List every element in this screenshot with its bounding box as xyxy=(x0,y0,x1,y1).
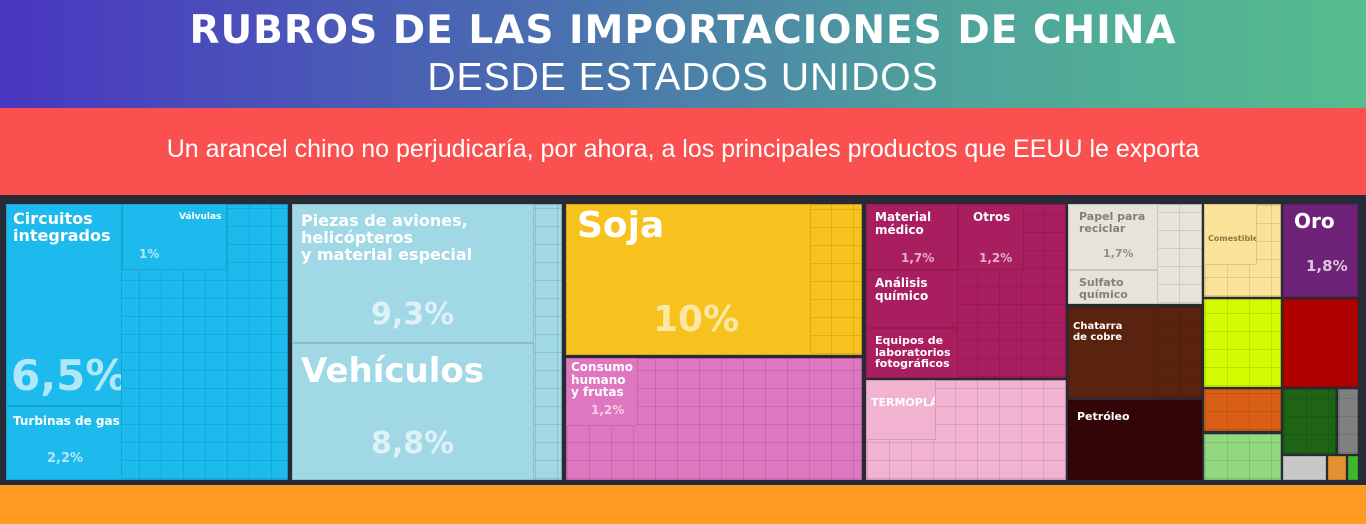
tile-15: Chatarra de cobre xyxy=(1068,307,1158,398)
tile-11: Equipos de laboratorios fotográficos xyxy=(866,328,958,378)
tile-value: 1% xyxy=(139,247,160,261)
tile-5: Vehículos 8,8% xyxy=(292,343,534,480)
tile-value: 1,7% xyxy=(901,251,935,265)
tile-group-pink xyxy=(566,358,862,480)
tile-darkgreen xyxy=(1283,389,1336,454)
tile-14: Sulfato químico xyxy=(1068,270,1158,304)
tile-label: Papel para reciclar xyxy=(1079,210,1146,235)
tile-label: Material médico xyxy=(875,210,932,237)
header-banner: RUBROS DE LAS IMPORTACIONES DE CHINA DES… xyxy=(0,0,1366,108)
tile-label: Consumo humano y frutas xyxy=(571,360,634,400)
tile-label: Análisis químico xyxy=(875,276,929,303)
tile-9: Otros 1,2% xyxy=(958,204,1024,270)
tile-gray xyxy=(1338,389,1358,454)
tile-smallgreen xyxy=(1348,456,1358,480)
tile-value: 10% xyxy=(653,299,740,340)
tile-label: Circuitos integrados xyxy=(13,209,111,245)
tile-value: 1,2% xyxy=(591,403,625,417)
tile-3: Turbinas de gas 2,2% xyxy=(6,406,122,480)
tile-label: TERMOPLÁSTICO xyxy=(871,396,935,409)
tile-label: Válvulas xyxy=(179,212,222,222)
tile-value: 8,8% xyxy=(371,426,455,461)
tile-smallorange xyxy=(1328,456,1346,480)
tile-18: Oro 1,8% xyxy=(1283,204,1358,297)
title-line1: RUBROS DE LAS IMPORTACIONES DE CHINA xyxy=(189,8,1177,53)
tile-value: 6,5% xyxy=(11,351,122,400)
tile-16: Petróleo xyxy=(1068,400,1202,480)
tile-value: 1,8% xyxy=(1306,257,1348,275)
tile-label: Comestibles xyxy=(1208,234,1256,243)
tile-label: Turbinas de gas xyxy=(13,414,120,428)
tile-value: 2,2% xyxy=(47,451,84,466)
tile-lime xyxy=(1204,299,1281,387)
tile-label: Chatarra de cobre xyxy=(1073,321,1123,343)
tile-value: 1,2% xyxy=(979,251,1013,265)
tile-6: Soja 10% xyxy=(566,204,811,355)
tile-label: Sulfato químico xyxy=(1079,276,1128,301)
tile-10: Análisis químico xyxy=(866,270,958,328)
tile-value: 1,7% xyxy=(1103,247,1134,260)
tile-label: Vehículos xyxy=(301,351,484,391)
tile-lightgray xyxy=(1283,456,1326,480)
tile-label: Soja xyxy=(577,205,665,246)
tile-1: Circuitos integrados 6,5% xyxy=(6,204,122,406)
tile-label: Otros xyxy=(973,210,1011,224)
tile-lightgreen xyxy=(1204,434,1281,480)
tile-2: Válvulas 1% xyxy=(122,204,227,270)
footer-band xyxy=(0,485,1366,524)
subtitle: Un arancel chino no perjudicaría, por ah… xyxy=(0,108,1366,195)
treemap: Circuitos integrados 6,5% Válvulas 1% Turbin… xyxy=(0,195,1366,485)
title-line2: DESDE ESTADOS UNIDOS xyxy=(427,56,939,99)
tile-4: Piezas de aviones, helicópteros y materi… xyxy=(292,204,534,343)
tile-label: Piezas de aviones, helicópteros y materi… xyxy=(301,211,473,264)
tile-orange xyxy=(1204,389,1281,431)
tile-label: Oro xyxy=(1294,209,1335,233)
tile-13: Papel para reciclar 1,7% xyxy=(1068,204,1158,270)
tile-8: Material médico 1,7% xyxy=(866,204,958,270)
tile-value: 9,3% xyxy=(371,297,455,332)
tile-17: Comestibles xyxy=(1204,204,1257,265)
tile-12: TERMOPLÁSTICO xyxy=(866,380,936,440)
tile-label: Equipos de laboratorios fotográficos xyxy=(875,334,951,371)
tile-red xyxy=(1283,299,1358,387)
tile-label: Petróleo xyxy=(1077,410,1130,423)
tile-7: Consumo humano y frutas 1,2% xyxy=(566,358,638,426)
